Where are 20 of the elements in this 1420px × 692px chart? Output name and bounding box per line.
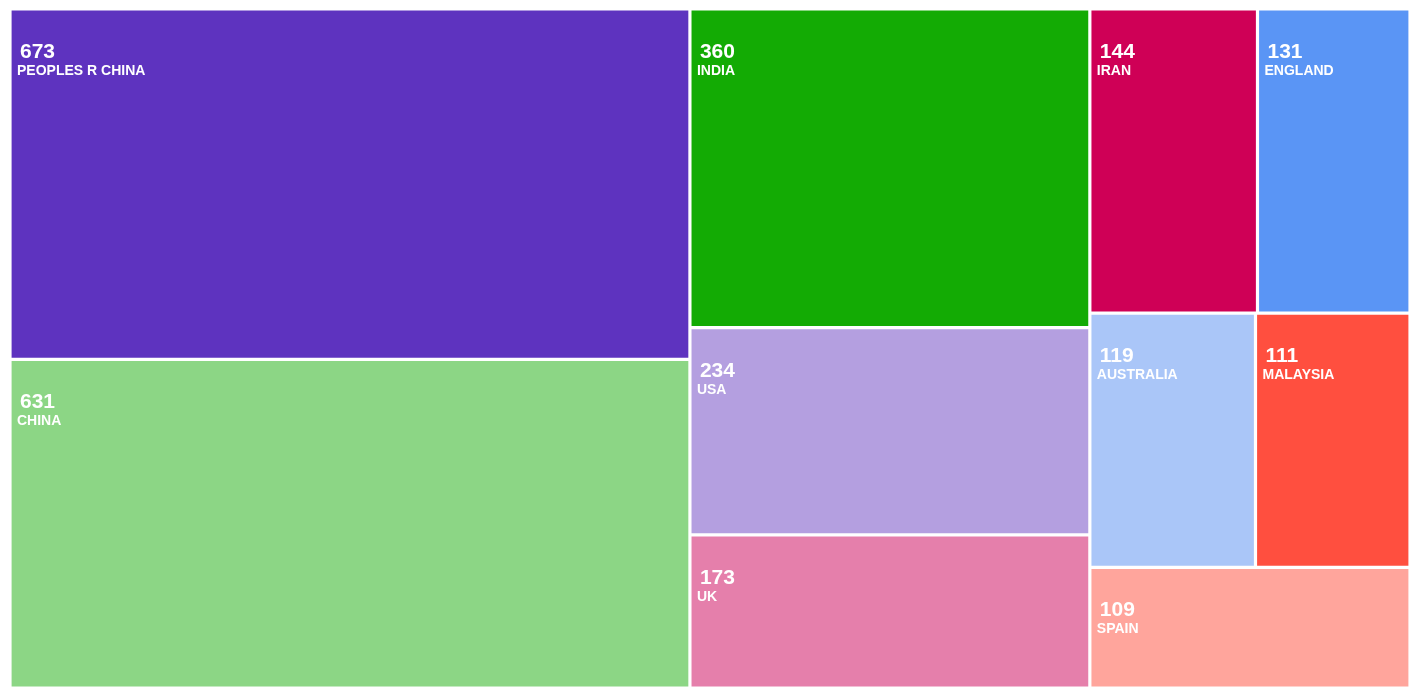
category-label: PEOPLES R CHINA (17, 62, 146, 78)
data-label: 173 (699, 564, 735, 588)
data-label: 234 (699, 357, 736, 381)
data-label: 631 (20, 389, 56, 413)
category-label: MALAYSIA (1262, 366, 1335, 383)
data-label: 144 (1099, 39, 1136, 62)
category-label: UK (696, 587, 718, 604)
category-label: CHINA (17, 412, 62, 429)
category-label: INDIA (696, 62, 736, 78)
category-label: SPAIN (1096, 620, 1139, 637)
category-label: IRAN (1096, 62, 1132, 78)
data-label: 119 (1099, 343, 1134, 367)
data-label: 360 (699, 39, 735, 62)
data-label: 109 (1099, 597, 1135, 621)
data-label: 111 (1265, 343, 1299, 367)
category-label: ENGLAND (1264, 62, 1334, 78)
category-label: AUSTRALIA (1096, 366, 1178, 383)
data-label: 673 (20, 39, 56, 62)
category-label: USA (696, 380, 727, 397)
data-label: 131 (1267, 39, 1303, 62)
